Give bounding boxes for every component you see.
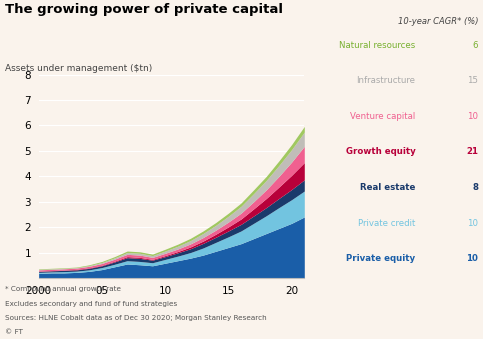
Text: Natural resources: Natural resources (339, 41, 415, 50)
Text: 8: 8 (472, 183, 478, 192)
Text: 6: 6 (473, 41, 478, 50)
Text: Growth equity: Growth equity (346, 147, 415, 157)
Text: Infrastructure: Infrastructure (356, 76, 415, 85)
Text: © FT: © FT (5, 329, 23, 335)
Text: Real estate: Real estate (360, 183, 415, 192)
Text: Private credit: Private credit (358, 219, 415, 228)
Text: Assets under management ($tn): Assets under management ($tn) (5, 64, 152, 74)
Text: 10: 10 (467, 112, 478, 121)
Text: 21: 21 (466, 147, 478, 157)
Text: Venture capital: Venture capital (350, 112, 415, 121)
Text: Excludes secondary and fund of fund strategies: Excludes secondary and fund of fund stra… (5, 301, 177, 307)
Text: 10: 10 (466, 254, 478, 263)
Text: Sources: HLNE Cobalt data as of Dec 30 2020; Morgan Stanley Research: Sources: HLNE Cobalt data as of Dec 30 2… (5, 315, 267, 321)
Text: 10-year CAGR* (%): 10-year CAGR* (%) (398, 17, 478, 26)
Text: The growing power of private capital: The growing power of private capital (5, 3, 283, 16)
Text: 10: 10 (467, 219, 478, 228)
Text: * Compound annual growth rate: * Compound annual growth rate (5, 286, 121, 293)
Text: 15: 15 (467, 76, 478, 85)
Text: Private equity: Private equity (346, 254, 415, 263)
